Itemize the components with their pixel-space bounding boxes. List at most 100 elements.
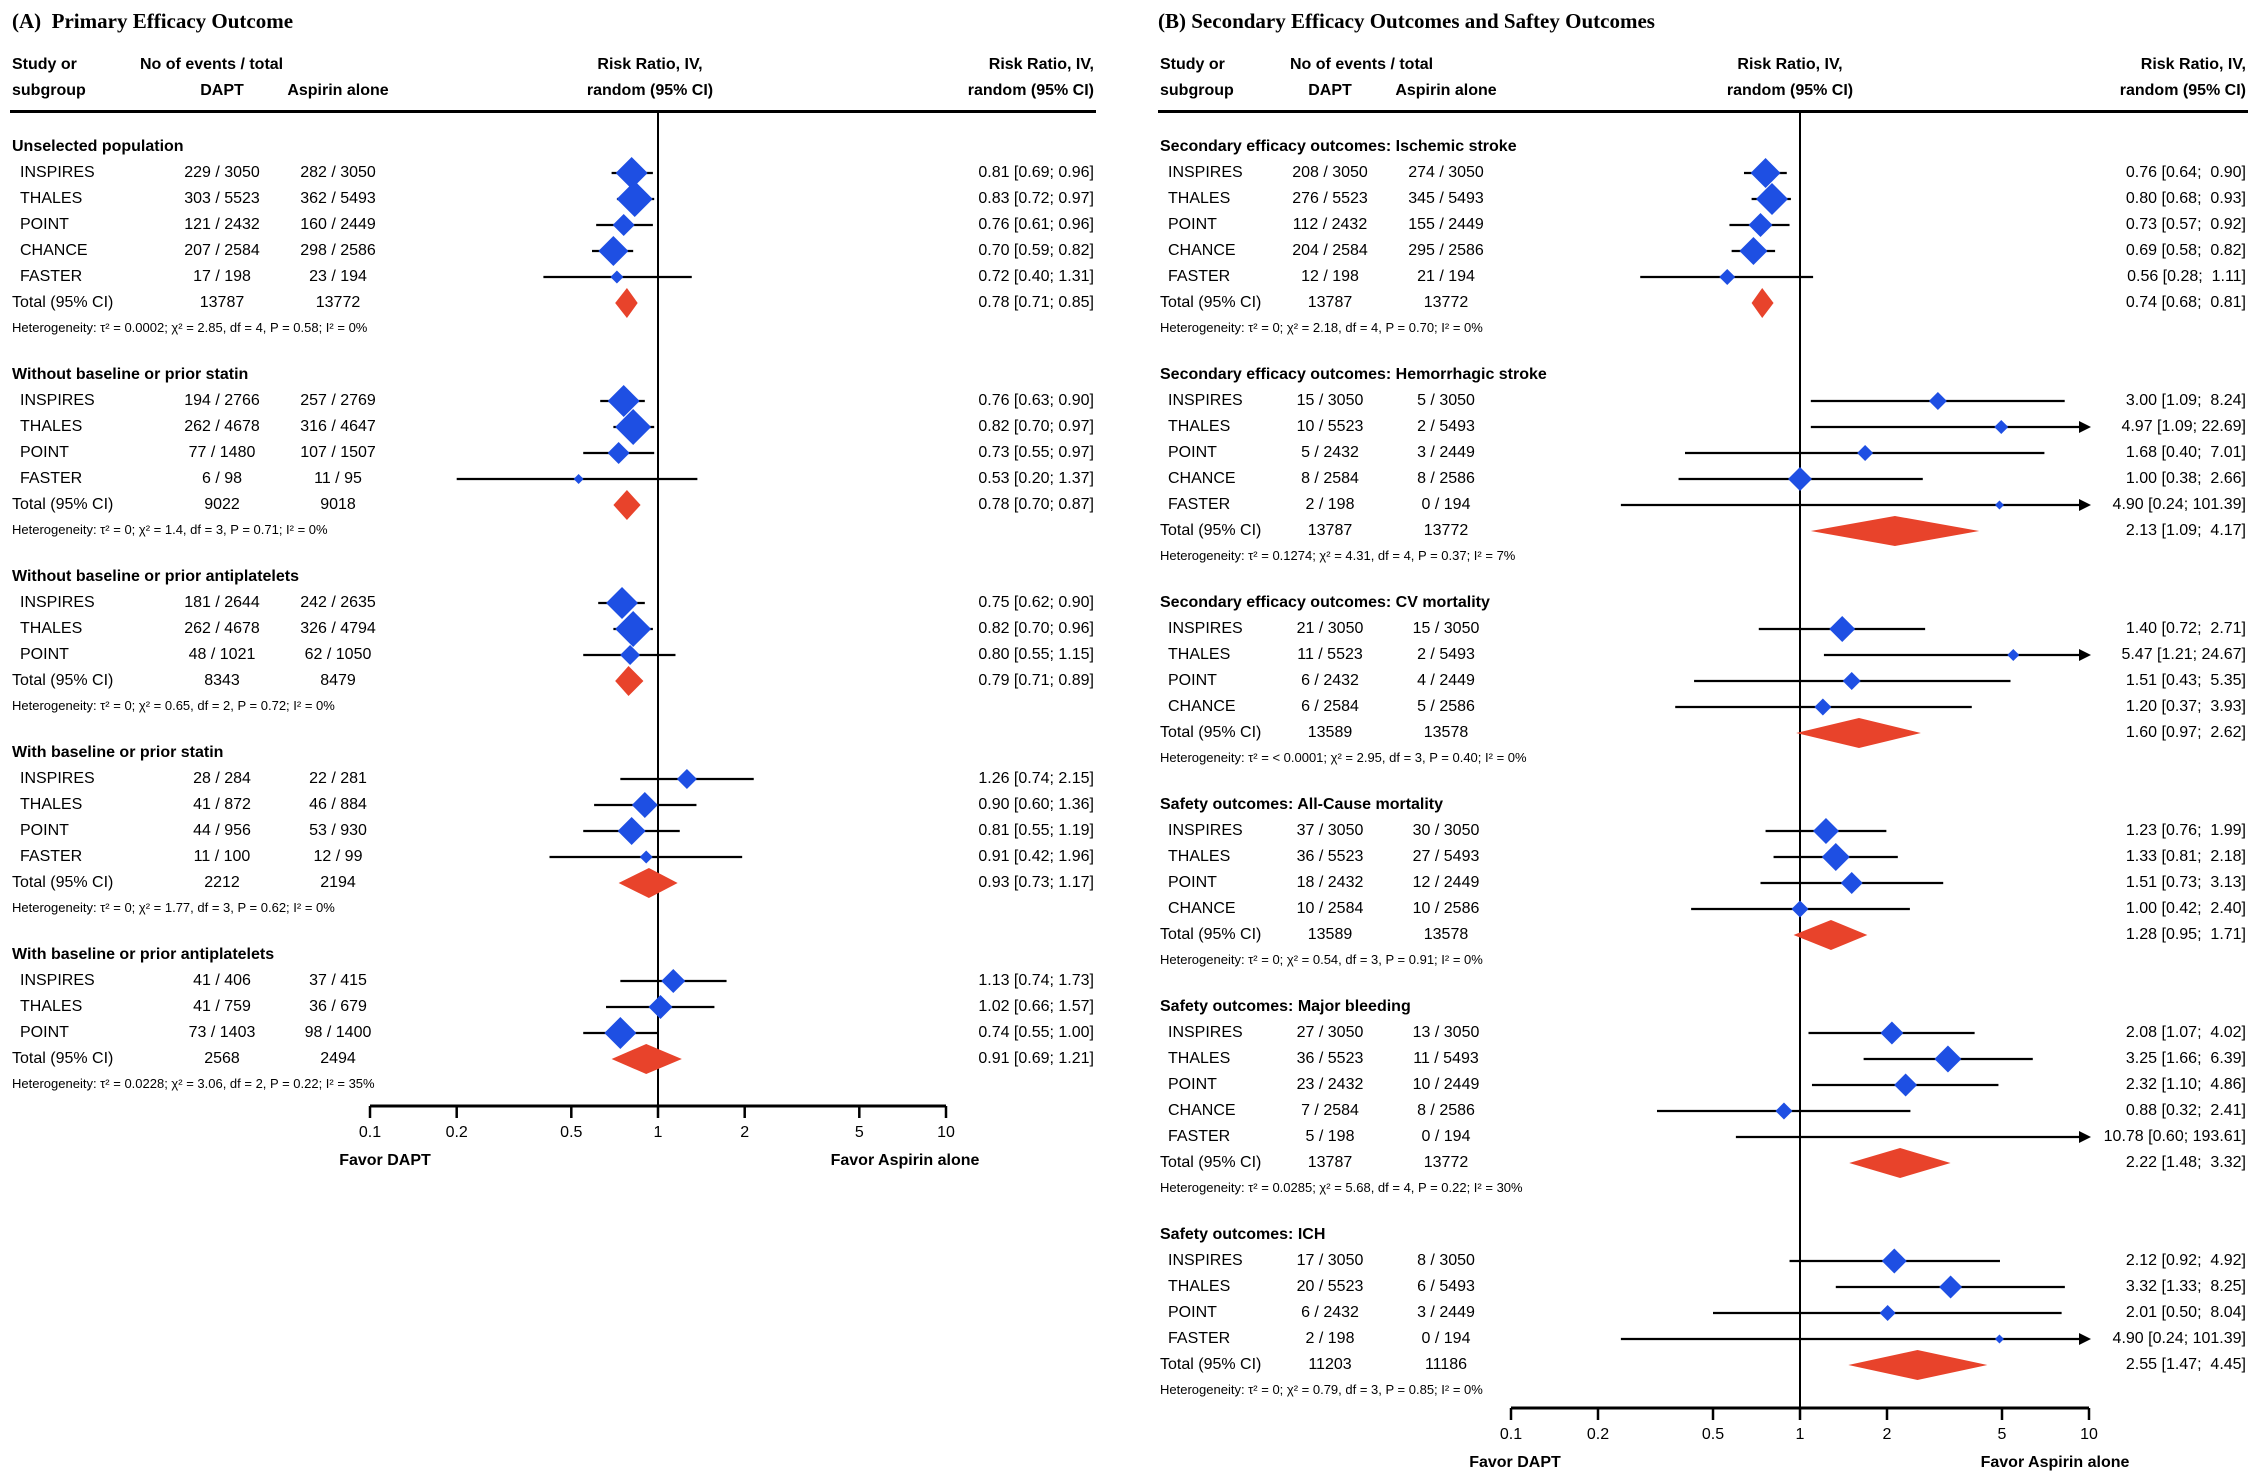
risk-ratio-text: 0.81 [0.69; 0.96] xyxy=(978,164,1094,181)
header-rule-a xyxy=(10,110,1096,113)
total-risk-ratio-text: 2.22 [1.48; 3.32] xyxy=(2125,1154,2246,1171)
dapt-count: 5 / 198 xyxy=(1305,1128,1355,1145)
favor-aspirin-label: Favor Aspirin alone xyxy=(830,1152,980,1169)
total-aspirin-count: 9018 xyxy=(320,496,356,513)
col-header-dapt: DAPT xyxy=(200,82,244,99)
aspirin-count: 36 / 679 xyxy=(309,998,367,1015)
study-marker xyxy=(604,1017,637,1049)
col-header-rr-line2: random (95% CI) xyxy=(967,82,1094,99)
study-name: POINT xyxy=(20,646,69,663)
aspirin-count: 53 / 930 xyxy=(309,822,367,839)
col-header-aspirin-b: Aspirin alone xyxy=(1395,82,1497,99)
dapt-count: 15 / 3050 xyxy=(1296,392,1364,409)
section-label: Without baseline or prior statin xyxy=(12,366,249,383)
study-name: CHANCE xyxy=(1168,1102,1236,1119)
study-name: POINT xyxy=(1168,444,1217,461)
dapt-count: 41 / 406 xyxy=(193,972,251,989)
study-marker xyxy=(1994,420,2009,434)
risk-ratio-text: 3.00 [1.09; 8.24] xyxy=(2125,392,2246,409)
dapt-count: 10 / 5523 xyxy=(1296,418,1364,435)
ci-overflow-arrow-icon xyxy=(2079,1131,2091,1143)
study-name: INSPIRES xyxy=(20,164,95,181)
col-header-plot-line2: random (95% CI) xyxy=(586,82,714,99)
heterogeneity-note: Heterogeneity: τ² = 0.0228; χ² = 3.06, d… xyxy=(12,1076,375,1091)
total-dapt-count: 2568 xyxy=(204,1050,240,1067)
aspirin-count: 326 / 4794 xyxy=(300,620,376,637)
risk-ratio-text: 4.97 [1.09; 22.69] xyxy=(2121,418,2246,435)
section-label: Safety outcomes: All-Cause mortality xyxy=(1160,796,1444,813)
total-risk-ratio-text: 0.79 [0.71; 0.89] xyxy=(978,672,1094,689)
favor-dapt-label: Favor DAPT xyxy=(1469,1454,1561,1471)
aspirin-count: 5 / 3050 xyxy=(1417,392,1475,409)
dapt-count: 229 / 3050 xyxy=(184,164,260,181)
aspirin-count: 23 / 194 xyxy=(309,268,367,285)
summary-marker xyxy=(1810,516,1980,546)
total-risk-ratio-text: 1.28 [0.95; 1.71] xyxy=(2125,926,2246,943)
risk-ratio-text: 1.40 [0.72; 2.71] xyxy=(2125,620,2246,637)
aspirin-count: 2 / 5493 xyxy=(1417,646,1475,663)
study-marker xyxy=(607,442,630,464)
study-name: POINT xyxy=(1168,1304,1217,1321)
study-marker xyxy=(1939,1275,1963,1299)
axis-tick-label: 2 xyxy=(1882,1426,1892,1443)
study-marker xyxy=(1750,158,1781,188)
axis-tick-label: 2 xyxy=(740,1124,750,1141)
risk-ratio-text: 3.25 [1.66; 6.39] xyxy=(2125,1050,2246,1067)
total-risk-ratio-text: 0.78 [0.71; 0.85] xyxy=(978,294,1094,311)
dapt-count: 11 / 5523 xyxy=(1297,646,1363,663)
study-name: POINT xyxy=(1168,672,1217,689)
summary-marker xyxy=(1796,718,1921,748)
heterogeneity-note: Heterogeneity: τ² = 0; χ² = 0.54, df = 3… xyxy=(1160,952,1483,967)
col-header-events: No of events / total xyxy=(140,56,284,73)
risk-ratio-text: 0.76 [0.64; 0.90] xyxy=(2125,164,2246,181)
risk-ratio-text: 3.32 [1.33; 8.25] xyxy=(2125,1278,2246,1295)
ci-overflow-arrow-icon xyxy=(2079,421,2091,433)
total-label: Total (95% CI) xyxy=(12,1050,114,1067)
aspirin-count: 98 / 1400 xyxy=(304,1024,372,1041)
heterogeneity-note: Heterogeneity: τ² = 0.0002; χ² = 2.85, d… xyxy=(12,320,368,335)
axis-tick-label: 0.2 xyxy=(1586,1426,1610,1443)
section-label: Without baseline or prior antiplatelets xyxy=(12,568,299,585)
summary-marker xyxy=(618,868,678,898)
study-marker xyxy=(676,769,697,789)
risk-ratio-text: 0.74 [0.55; 1.00] xyxy=(978,1024,1094,1041)
aspirin-count: 160 / 2449 xyxy=(300,216,376,233)
study-marker xyxy=(661,969,686,993)
section-label: Secondary efficacy outcomes: Hemorrhagic… xyxy=(1160,366,1547,383)
ci-overflow-arrow-icon xyxy=(2079,649,2091,661)
axis-tick-label: 0.5 xyxy=(1701,1426,1725,1443)
section-label: Safety outcomes: Major bleeding xyxy=(1160,998,1411,1015)
total-dapt-count: 13787 xyxy=(1307,294,1353,311)
aspirin-count: 0 / 194 xyxy=(1421,496,1471,513)
axis-tick-label: 1 xyxy=(1795,1426,1805,1443)
study-marker xyxy=(1994,500,2004,510)
total-aspirin-count: 11186 xyxy=(1424,1356,1468,1373)
study-marker xyxy=(1840,872,1863,894)
dapt-count: 44 / 956 xyxy=(193,822,251,839)
dapt-count: 18 / 2432 xyxy=(1296,874,1364,891)
aspirin-count: 295 / 2586 xyxy=(1408,242,1484,259)
total-label: Total (95% CI) xyxy=(12,294,114,311)
study-name: INSPIRES xyxy=(1168,1024,1243,1041)
dapt-count: 2 / 198 xyxy=(1305,496,1355,513)
study-name: INSPIRES xyxy=(20,770,95,787)
total-dapt-count: 13787 xyxy=(1307,522,1353,539)
risk-ratio-text: 0.83 [0.72; 0.97] xyxy=(978,190,1094,207)
study-name: POINT xyxy=(20,1024,69,1041)
aspirin-count: 0 / 194 xyxy=(1421,1128,1471,1145)
dapt-count: 6 / 2432 xyxy=(1301,672,1359,689)
study-marker xyxy=(610,270,624,284)
dapt-count: 77 / 1480 xyxy=(188,444,256,461)
dapt-count: 28 / 284 xyxy=(193,770,251,787)
section-label: Secondary efficacy outcomes: CV mortalit… xyxy=(1160,594,1490,611)
heterogeneity-note: Heterogeneity: τ² = 0; χ² = 2.18, df = 4… xyxy=(1160,320,1483,335)
study-name: INSPIRES xyxy=(1168,392,1243,409)
risk-ratio-text: 2.01 [0.50; 8.04] xyxy=(2125,1304,2246,1321)
section-label: Secondary efficacy outcomes: Ischemic st… xyxy=(1160,138,1517,155)
col-header-aspirin: Aspirin alone xyxy=(287,82,389,99)
dapt-count: 7 / 2584 xyxy=(1301,1102,1359,1119)
aspirin-count: 30 / 3050 xyxy=(1412,822,1480,839)
aspirin-count: 282 / 3050 xyxy=(300,164,376,181)
study-marker xyxy=(617,817,646,845)
study-marker xyxy=(1857,445,1874,461)
